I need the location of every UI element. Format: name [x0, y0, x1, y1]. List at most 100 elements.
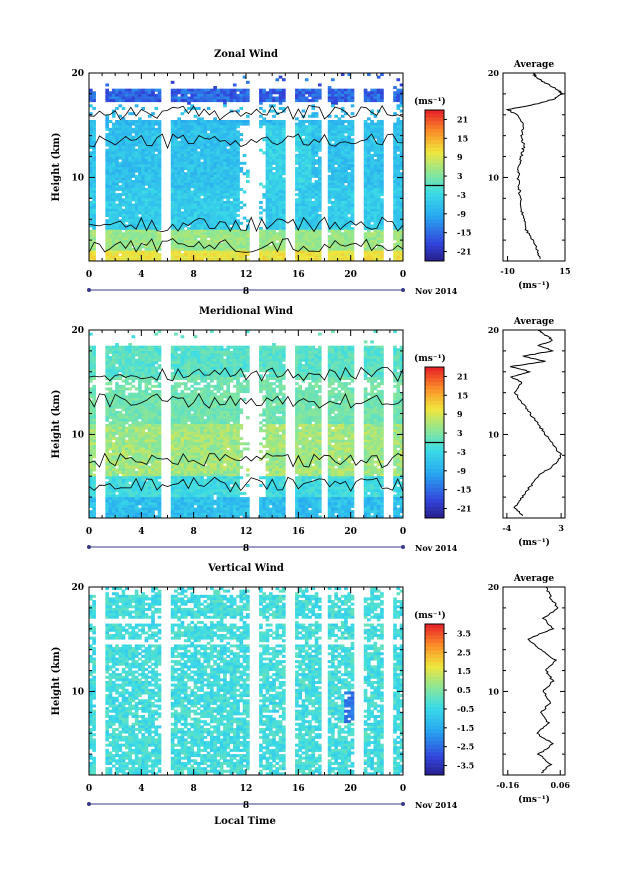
zonal-wind-cell	[174, 153, 178, 157]
meridional-wind-cell	[111, 421, 116, 425]
meridional-wind-cell	[115, 437, 119, 441]
zonal-wind-cell	[108, 242, 113, 246]
zonal-wind-cell	[281, 245, 286, 249]
zonal-wind-cell	[92, 221, 96, 225]
zonal-wind-cell	[187, 177, 191, 181]
zonal-wind-cell	[304, 200, 309, 204]
zonal-wind-cell	[370, 193, 374, 197]
meridional-wind-cell	[115, 429, 119, 433]
zonal-wind-cell	[226, 153, 231, 157]
zonal-wind-cell	[272, 109, 276, 113]
zonal-wind-cell	[200, 247, 204, 251]
zonal-wind-cell	[118, 180, 123, 184]
zonal-wind-cell	[115, 93, 119, 97]
zonal-wind-cell	[187, 91, 191, 95]
zonal-wind-colorbar-step	[425, 113, 444, 118]
zonal-wind-cell	[281, 148, 286, 152]
zonal-wind-cell	[304, 253, 309, 257]
zonal-wind-cell	[121, 234, 126, 238]
zonal-wind-cell	[308, 169, 312, 173]
zonal-wind-cell	[308, 177, 312, 181]
zonal-wind-cell	[203, 193, 208, 197]
zonal-wind-cell	[393, 193, 397, 197]
zonal-wind-cell	[314, 153, 319, 157]
zonal-wind-cell	[190, 143, 195, 147]
zonal-wind-cell	[298, 255, 302, 259]
zonal-wind-cell	[373, 143, 378, 147]
zonal-wind-cell	[272, 143, 276, 147]
zonal-wind-cell	[331, 245, 335, 249]
zonal-wind-cell	[183, 167, 188, 171]
zonal-wind-cell	[118, 140, 123, 144]
zonal-wind-cell	[304, 227, 309, 231]
zonal-wind-cell	[334, 227, 338, 231]
zonal-wind-cell	[151, 206, 155, 210]
zonal-wind-cell	[200, 130, 204, 134]
zonal-wind-cell	[376, 130, 381, 134]
zonal-wind-cell	[229, 232, 234, 236]
zonal-wind-cell	[134, 143, 139, 147]
zonal-wind-cell	[193, 245, 198, 249]
zonal-wind-cell	[232, 93, 237, 97]
zonal-wind-cell	[259, 211, 263, 215]
zonal-wind-cell	[311, 114, 316, 118]
zonal-wind-cell	[278, 88, 283, 92]
zonal-wind-cell	[213, 151, 217, 155]
zonal-wind-cell	[206, 156, 211, 160]
meridional-wind-cell	[105, 371, 110, 375]
zonal-wind-cell	[239, 255, 244, 259]
zonal-wind-cell	[151, 250, 155, 254]
zonal-wind-cell	[157, 185, 162, 189]
zonal-wind-cell	[223, 258, 227, 262]
meridional-wind-cell	[105, 439, 110, 443]
zonal-wind-cell	[147, 221, 152, 225]
zonal-wind-cell	[141, 219, 145, 223]
zonal-wind-cell	[193, 159, 198, 163]
zonal-wind-cell	[317, 140, 322, 144]
meridional-wind-cell	[92, 452, 96, 456]
zonal-wind-cell	[350, 151, 355, 155]
meridional-wind-cell	[92, 460, 96, 464]
zonal-wind-cell	[216, 93, 221, 97]
zonal-wind-cell	[177, 153, 181, 157]
zonal-wind-cell	[196, 93, 201, 97]
zonal-wind-cell	[147, 247, 152, 251]
zonal-wind-cell	[399, 122, 404, 126]
zonal-wind-cell	[223, 214, 227, 218]
zonal-wind-cell	[308, 167, 312, 171]
zonal-wind-cell	[124, 133, 129, 137]
zonal-wind-cell	[131, 237, 136, 241]
zonal-wind-cell	[350, 211, 355, 215]
zonal-wind-cell	[298, 177, 302, 181]
zonal-wind-cell	[380, 190, 384, 194]
meridional-wind-cell	[89, 405, 93, 409]
zonal-wind-cell	[308, 187, 312, 191]
zonal-wind-cell	[115, 232, 119, 236]
zonal-wind-cell	[154, 211, 159, 215]
zonal-wind-cell	[193, 169, 198, 173]
zonal-wind-cell	[196, 164, 201, 168]
zonal-wind-cell	[275, 242, 280, 246]
zonal-wind-cell	[92, 211, 96, 215]
zonal-wind-cell	[363, 219, 368, 223]
zonal-wind-cell	[193, 208, 198, 212]
zonal-wind-cell	[141, 159, 145, 163]
meridional-wind-cell	[118, 345, 123, 349]
zonal-wind-cell	[229, 135, 234, 139]
zonal-wind-cell	[226, 255, 231, 259]
zonal-wind-cell	[210, 190, 214, 194]
zonal-wind-cell	[118, 245, 123, 249]
meridional-wind-cell	[92, 481, 96, 485]
zonal-wind-cell	[380, 245, 384, 249]
zonal-wind-cell	[311, 190, 316, 194]
zonal-wind-cell	[200, 146, 204, 150]
zonal-wind-cell	[275, 195, 280, 199]
zonal-wind-cell	[229, 153, 234, 157]
meridional-wind-cell	[89, 395, 93, 399]
zonal-wind-cell	[180, 161, 185, 165]
zonal-wind-cell	[262, 185, 267, 189]
zonal-wind-cell	[138, 120, 142, 124]
zonal-wind-cell	[340, 138, 345, 142]
zonal-wind-cell	[350, 122, 355, 126]
zonal-wind-cell	[210, 153, 214, 157]
